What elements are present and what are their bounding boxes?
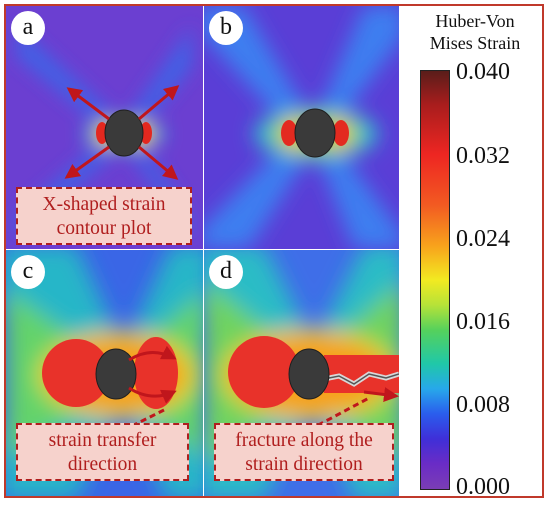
panel-b-label: b bbox=[209, 11, 243, 45]
colorbar-tick-4: 0.008 bbox=[456, 392, 510, 418]
panel-c-callout-line1: strain transfer bbox=[48, 430, 157, 451]
panel-c-callout-line2: direction bbox=[67, 454, 138, 475]
hole-b bbox=[294, 108, 336, 158]
panel-c-label: c bbox=[11, 255, 45, 289]
colorbar-gradient bbox=[420, 70, 450, 490]
colorbar-tick-1: 0.032 bbox=[456, 143, 510, 169]
panel-a-label: a bbox=[11, 11, 45, 45]
panel-c-callout: strain transfer direction bbox=[16, 423, 189, 481]
hole-a bbox=[104, 109, 144, 157]
panel-d-callout-line1: fracture along the bbox=[235, 430, 373, 451]
panel-a-direction-arrows bbox=[64, 85, 180, 180]
colorbar-title: Huber-Von Mises Strain bbox=[400, 10, 550, 54]
hole-d bbox=[288, 348, 330, 400]
colorbar-title-line1: Huber-Von bbox=[435, 11, 515, 31]
panel-c: c strain transfer direction bbox=[6, 250, 203, 496]
panel-a-callout: X-shaped strain contour plot bbox=[16, 187, 192, 245]
panel-d-callout: fracture along the strain direction bbox=[214, 423, 394, 481]
hole-c bbox=[95, 348, 137, 400]
colorbar-tick-2: 0.024 bbox=[456, 226, 510, 252]
colorbar-tick-0: 0.040 bbox=[456, 59, 510, 85]
panel-d-label: d bbox=[209, 255, 243, 289]
colorbar-title-line2: Mises Strain bbox=[429, 33, 521, 53]
panel-b-strain-map bbox=[204, 6, 399, 249]
panel-a-callout-line1: X-shaped strain bbox=[42, 194, 166, 215]
panel-c-transfer-arrows bbox=[113, 345, 177, 437]
panel-b: b bbox=[204, 6, 399, 249]
panel-d: d fracture along the strain direction bbox=[204, 250, 399, 496]
panel-d-callout-line2: strain direction bbox=[245, 454, 363, 475]
panel-a-callout-line2: contour plot bbox=[56, 218, 152, 239]
colorbar-tick-5: 0.000 bbox=[456, 474, 510, 500]
panel-a: a X-shaped strain contour plot bbox=[6, 6, 203, 249]
colorbar-tick-3: 0.016 bbox=[456, 309, 510, 335]
